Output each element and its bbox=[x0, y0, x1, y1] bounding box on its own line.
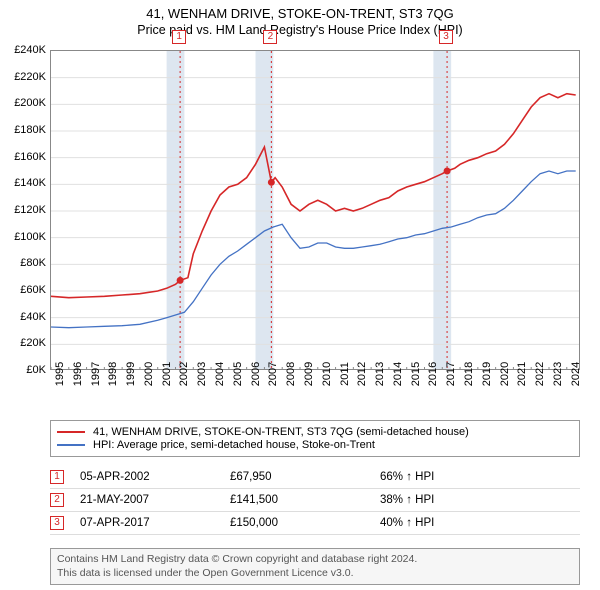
event-price: £141,500 bbox=[230, 494, 380, 506]
x-axis-label: 2005 bbox=[232, 362, 244, 386]
x-axis-label: 2012 bbox=[356, 362, 368, 386]
x-axis-label: 1998 bbox=[107, 362, 119, 386]
legend-swatch bbox=[57, 431, 85, 433]
event-marker-box: 3 bbox=[50, 516, 64, 530]
x-axis-label: 2013 bbox=[374, 362, 386, 386]
y-axis-label: £200K bbox=[6, 97, 46, 109]
x-axis-label: 2008 bbox=[285, 362, 297, 386]
y-axis-label: £80K bbox=[6, 257, 46, 269]
y-axis-label: £40K bbox=[6, 311, 46, 323]
y-axis-label: £120K bbox=[6, 204, 46, 216]
legend-label: 41, WENHAM DRIVE, STOKE-ON-TRENT, ST3 7Q… bbox=[93, 426, 469, 438]
x-axis-label: 2019 bbox=[481, 362, 493, 386]
event-date: 21-MAY-2007 bbox=[80, 494, 230, 506]
legend-item: HPI: Average price, semi-detached house,… bbox=[57, 439, 573, 451]
x-axis-label: 2011 bbox=[339, 362, 351, 386]
event-row: 3 07-APR-2017£150,00040% ↑ HPI bbox=[50, 512, 580, 535]
event-hpi: 40% ↑ HPI bbox=[380, 517, 580, 529]
legend-swatch bbox=[57, 444, 85, 446]
legend-label: HPI: Average price, semi-detached house,… bbox=[93, 439, 375, 451]
event-marker-box: 1 bbox=[50, 470, 64, 484]
y-axis-label: £100K bbox=[6, 231, 46, 243]
event-date: 05-APR-2002 bbox=[80, 471, 230, 483]
x-axis-label: 1999 bbox=[125, 362, 137, 386]
event-table: 1 05-APR-2002£67,95066% ↑ HPI 2 21-MAY-2007… bbox=[50, 466, 580, 535]
event-marker-3: 3 bbox=[439, 30, 453, 44]
x-axis-label: 2003 bbox=[196, 362, 208, 386]
x-axis-label: 2009 bbox=[303, 362, 315, 386]
x-axis-label: 2004 bbox=[214, 362, 226, 386]
x-axis-label: 2006 bbox=[250, 362, 262, 386]
x-axis-label: 2010 bbox=[321, 362, 333, 386]
event-date: 07-APR-2017 bbox=[80, 517, 230, 529]
x-axis-label: 2021 bbox=[516, 362, 528, 386]
footer-line2: This data is licensed under the Open Gov… bbox=[57, 567, 573, 581]
x-axis-label: 2020 bbox=[499, 362, 511, 386]
legend: 41, WENHAM DRIVE, STOKE-ON-TRENT, ST3 7Q… bbox=[50, 420, 580, 457]
y-axis-label: £180K bbox=[6, 124, 46, 136]
x-axis-label: 2024 bbox=[570, 362, 582, 386]
event-hpi: 38% ↑ HPI bbox=[380, 494, 580, 506]
x-axis-label: 1995 bbox=[54, 362, 66, 386]
x-axis-label: 2016 bbox=[427, 362, 439, 386]
event-marker-2: 2 bbox=[263, 30, 277, 44]
x-axis-label: 2017 bbox=[445, 362, 457, 386]
title-block: 41, WENHAM DRIVE, STOKE-ON-TRENT, ST3 7Q… bbox=[0, 0, 600, 37]
x-axis-label: 2022 bbox=[534, 362, 546, 386]
x-axis-label: 2018 bbox=[463, 362, 475, 386]
title-subtitle: Price paid vs. HM Land Registry's House … bbox=[0, 23, 600, 37]
footer-attribution: Contains HM Land Registry data © Crown c… bbox=[50, 548, 580, 585]
x-axis-label: 1997 bbox=[90, 362, 102, 386]
x-axis-label: 2015 bbox=[410, 362, 422, 386]
chart-svg bbox=[50, 50, 580, 370]
event-row: 2 21-MAY-2007£141,50038% ↑ HPI bbox=[50, 489, 580, 512]
y-axis-label: £160K bbox=[6, 151, 46, 163]
x-axis-label: 2002 bbox=[178, 362, 190, 386]
x-axis-label: 2014 bbox=[392, 362, 404, 386]
event-price: £67,950 bbox=[230, 471, 380, 483]
y-axis-label: £0K bbox=[6, 364, 46, 376]
chart-container: 41, WENHAM DRIVE, STOKE-ON-TRENT, ST3 7Q… bbox=[0, 0, 600, 590]
chart-area: £0K£20K£40K£60K£80K£100K£120K£140K£160K£… bbox=[50, 50, 580, 370]
legend-item: 41, WENHAM DRIVE, STOKE-ON-TRENT, ST3 7Q… bbox=[57, 426, 573, 438]
y-axis-label: £140K bbox=[6, 177, 46, 189]
event-hpi: 66% ↑ HPI bbox=[380, 471, 580, 483]
y-axis-label: £240K bbox=[6, 44, 46, 56]
x-axis-label: 2000 bbox=[143, 362, 155, 386]
event-row: 1 05-APR-2002£67,95066% ↑ HPI bbox=[50, 466, 580, 489]
event-marker-box: 2 bbox=[50, 493, 64, 507]
title-address: 41, WENHAM DRIVE, STOKE-ON-TRENT, ST3 7Q… bbox=[0, 6, 600, 21]
x-axis-label: 2023 bbox=[552, 362, 564, 386]
y-axis-label: £60K bbox=[6, 284, 46, 296]
x-axis-label: 1996 bbox=[72, 362, 84, 386]
event-price: £150,000 bbox=[230, 517, 380, 529]
x-axis-label: 2001 bbox=[161, 362, 173, 386]
y-axis-label: £220K bbox=[6, 71, 46, 83]
x-axis-label: 2007 bbox=[267, 362, 279, 386]
footer-line1: Contains HM Land Registry data © Crown c… bbox=[57, 553, 573, 567]
event-marker-1: 1 bbox=[172, 30, 186, 44]
y-axis-label: £20K bbox=[6, 337, 46, 349]
